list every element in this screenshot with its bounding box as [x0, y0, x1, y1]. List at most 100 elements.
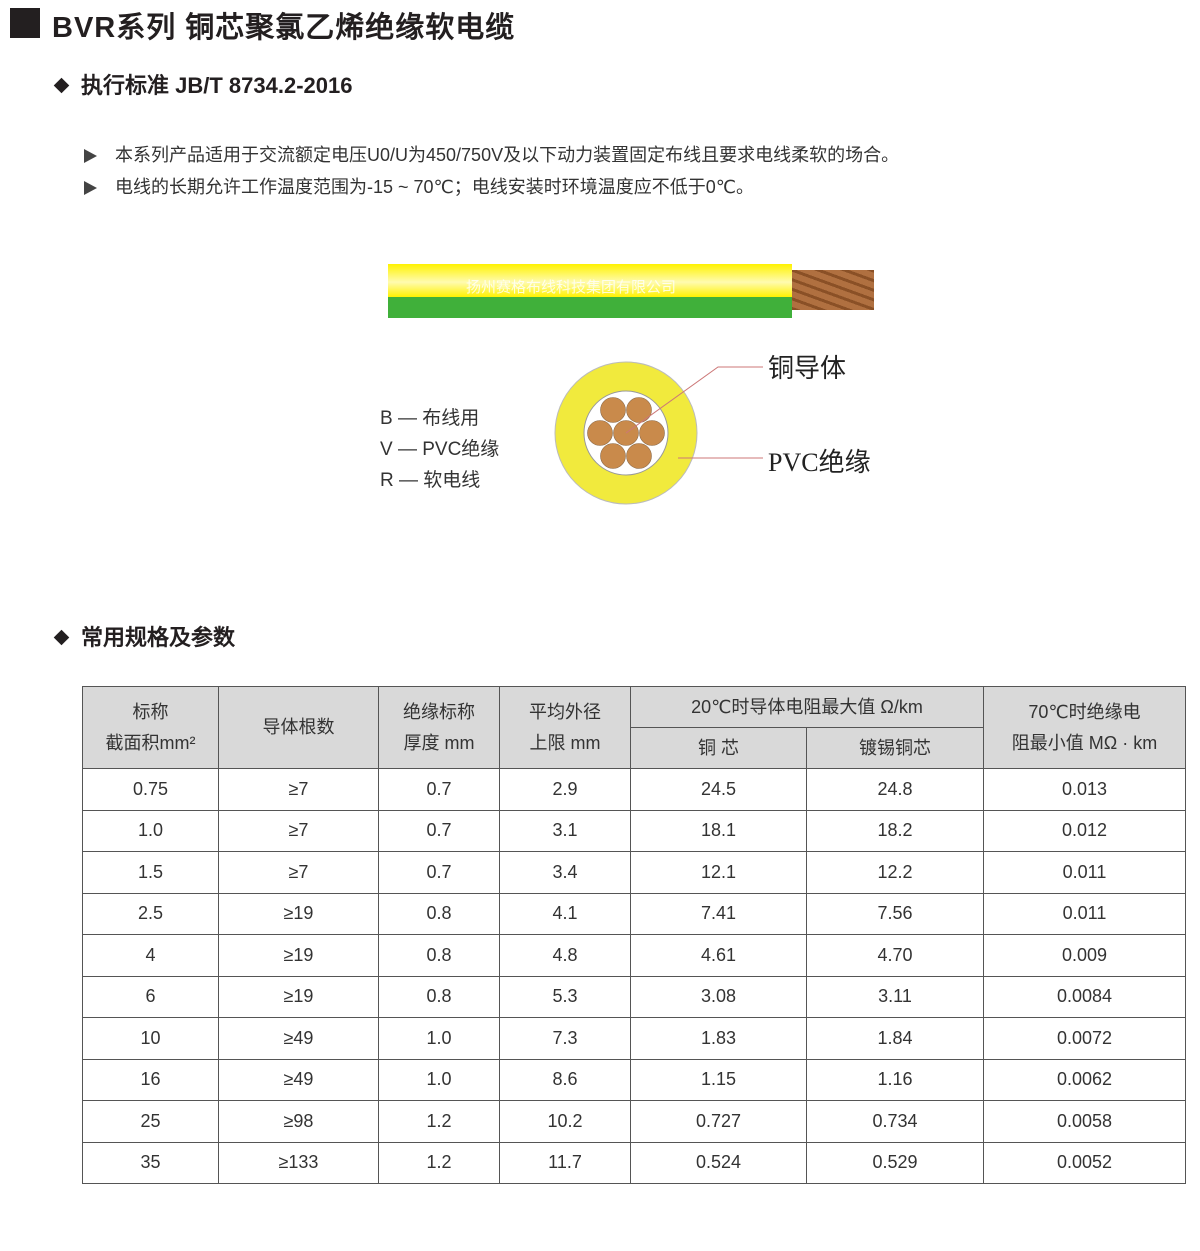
code-v: V — PVC绝缘	[380, 439, 500, 460]
header-strands: 导体根数	[218, 686, 379, 769]
table-cell: 1.5	[82, 851, 219, 894]
table-cell: 7.56	[806, 892, 984, 935]
cable-cross-section	[554, 361, 763, 505]
table-cell: 11.7	[499, 1141, 631, 1184]
bullet-2: 电线的长期允许工作温度范围为-15 ~ 70℃；电线安装时环境温度应不低于0℃。	[84, 173, 754, 199]
table-cell: 0.0062	[983, 1058, 1186, 1101]
table-cell: 0.0052	[983, 1141, 1186, 1184]
table-cell: ≥19	[218, 975, 379, 1018]
table-cell: 1.0	[378, 1017, 500, 1060]
header-diameter: 平均外径 上限 mm	[499, 686, 631, 769]
code-legend: B — 布线用 V — PVC绝缘 R — 软电线	[380, 403, 499, 496]
table-cell: 16	[82, 1058, 219, 1101]
table-cell: 1.2	[378, 1141, 500, 1184]
table-cell: 18.2	[806, 809, 984, 852]
table-cell: 0.013	[983, 768, 1186, 811]
triangle-bullet-icon	[84, 181, 97, 196]
table-cell: 0.7	[378, 809, 500, 852]
table-cell: 12.2	[806, 851, 984, 894]
table-cell: 0.009	[983, 934, 1186, 977]
diamond-bullet-icon	[53, 77, 70, 93]
table-cell: 1.84	[806, 1017, 984, 1060]
table-cell: 0.011	[983, 851, 1186, 894]
table-cell: 0.524	[630, 1141, 807, 1184]
table-cell: 5.3	[499, 975, 631, 1018]
header-insulation-resistance: 70℃时绝缘电 阻最小值 MΩ · km	[983, 686, 1186, 769]
cable-side-image: 扬州赛格布线科技集团有限公司	[388, 264, 874, 318]
table-cell: ≥49	[218, 1058, 379, 1101]
table-cell: ≥49	[218, 1017, 379, 1060]
table-cell: 0.734	[806, 1100, 984, 1143]
table-cell: 2.9	[499, 768, 631, 811]
table-cell: 0.012	[983, 809, 1186, 852]
table-cell: 0.7	[378, 851, 500, 894]
table-cell: 1.16	[806, 1058, 984, 1101]
table-row: 2.5 ≥19 0.8 4.1 7.41 7.56 0.011	[82, 892, 1186, 935]
table-cell: 3.08	[630, 975, 807, 1018]
table-cell: 1.83	[630, 1017, 807, 1060]
table-cell: 0.0084	[983, 975, 1186, 1018]
table-cell: 4.61	[630, 934, 807, 977]
table-cell: 0.8	[378, 975, 500, 1018]
table-cell: 1.15	[630, 1058, 807, 1101]
table-cell: 24.8	[806, 768, 984, 811]
table-cell: 6	[82, 975, 219, 1018]
table-cell: 0.75	[82, 768, 219, 811]
table-cell: 1.0	[82, 809, 219, 852]
table-cell: 0.011	[983, 892, 1186, 935]
header-copper: 铜 芯	[630, 727, 807, 769]
triangle-bullet-icon	[84, 149, 97, 164]
table-cell: ≥7	[218, 768, 379, 811]
table-cell: 0.8	[378, 892, 500, 935]
table-row: 0.75 ≥7 0.7 2.9 24.5 24.8 0.013	[82, 768, 1186, 811]
table-cell: 0.7	[378, 768, 500, 811]
title-marker	[10, 8, 40, 38]
table-cell: ≥7	[218, 851, 379, 894]
table-row: 1.0 ≥7 0.7 3.1 18.1 18.2 0.012	[82, 809, 1186, 852]
table-cell: 3.11	[806, 975, 984, 1018]
table-cell: 24.5	[630, 768, 807, 811]
table-cell: 4.8	[499, 934, 631, 977]
table-cell: 4	[82, 934, 219, 977]
table-cell: ≥133	[218, 1141, 379, 1184]
table-cell: 7.41	[630, 892, 807, 935]
table-cell: 0.0058	[983, 1100, 1186, 1143]
table-row: 35 ≥133 1.2 11.7 0.524 0.529 0.0052	[82, 1141, 1186, 1184]
table-cell: 25	[82, 1100, 219, 1143]
table-cell: 7.3	[499, 1017, 631, 1060]
diamond-bullet-icon	[53, 629, 70, 645]
table-cell: 1.2	[378, 1100, 500, 1143]
table-cell: 0.0072	[983, 1017, 1186, 1060]
table-cell: 0.727	[630, 1100, 807, 1143]
table-cell: 10	[82, 1017, 219, 1060]
header-section: 标称 截面积mm²	[82, 686, 219, 769]
table-cell: 3.1	[499, 809, 631, 852]
header-resistance: 20℃时导体电阻最大值 Ω/km	[630, 686, 984, 728]
header-insulation: 绝缘标称 厚度 mm	[378, 686, 500, 769]
table-row: 4 ≥19 0.8 4.8 4.61 4.70 0.009	[82, 934, 1186, 977]
table-cell: 0.8	[378, 934, 500, 977]
table-row: 6 ≥19 0.8 5.3 3.08 3.11 0.0084	[82, 975, 1186, 1018]
code-b: B — 布线用	[380, 408, 480, 429]
header-tinned-copper: 镀锡铜芯	[806, 727, 984, 769]
table-cell: ≥98	[218, 1100, 379, 1143]
table-row: 16 ≥49 1.0 8.6 1.15 1.16 0.0062	[82, 1058, 1186, 1101]
table-row: 25 ≥98 1.2 10.2 0.727 0.734 0.0058	[82, 1100, 1186, 1143]
standard-heading: 执行标准 JB/T 8734.2-2016	[53, 68, 352, 100]
table-cell: 2.5	[82, 892, 219, 935]
table-cell: ≥19	[218, 934, 379, 977]
table-row: 10 ≥49 1.0 7.3 1.83 1.84 0.0072	[82, 1017, 1186, 1060]
table-cell: ≥7	[218, 809, 379, 852]
table-cell: 4.70	[806, 934, 984, 977]
spec-heading: 常用规格及参数	[53, 620, 235, 652]
table-cell: 4.1	[499, 892, 631, 935]
table-cell: 10.2	[499, 1100, 631, 1143]
spec-table: 标称 截面积mm² 导体根数 绝缘标称 厚度 mm 平均外径 上限 mm 20℃时导体…	[82, 686, 1186, 1184]
table-row: 1.5 ≥7 0.7 3.4 12.1 12.2 0.011	[82, 851, 1186, 894]
callout-insulation: PVC绝缘	[768, 448, 871, 477]
table-cell: 1.0	[378, 1058, 500, 1101]
table-cell: 12.1	[630, 851, 807, 894]
page-title: BVR系列 铜芯聚氯乙烯绝缘软电缆	[52, 12, 516, 44]
table-cell: 0.529	[806, 1141, 984, 1184]
bullet-text: 本系列产品适用于交流额定电压U0/U为450/750V及以下动力装置固定布线且要…	[115, 145, 900, 165]
